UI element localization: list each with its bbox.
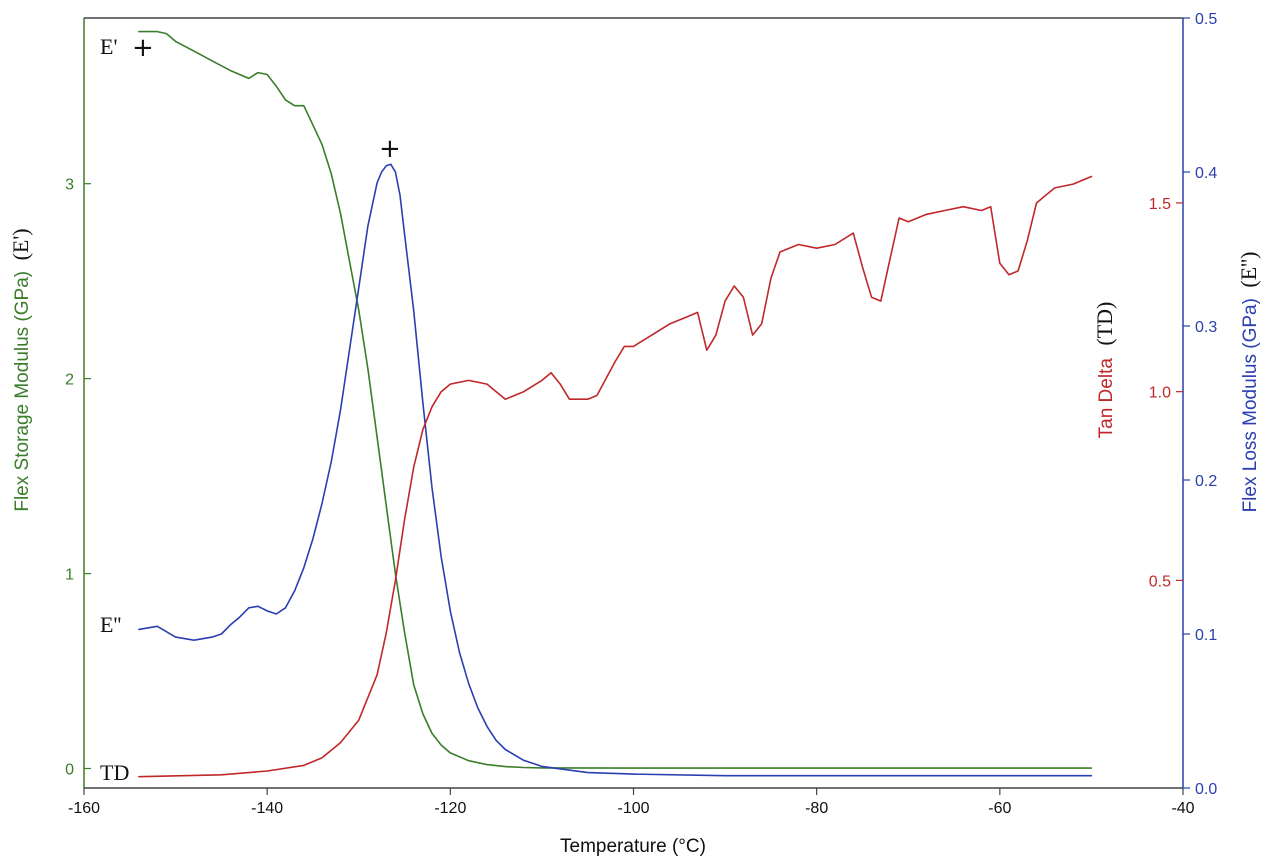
x-axis-ticks: -160 -140 -120 -100 -80 -60 -40 [68,788,1195,817]
left-axis-title: Flex Storage Modulus (GPa) (E') [8,228,33,511]
e-loss-peak-marker: + [379,134,401,164]
left-axis-title-suffix: (E') [8,228,33,260]
tan-delta-axis-title-text: Tan Delta [1096,358,1117,439]
right-tick-label: 0.2 [1195,473,1217,490]
e-loss-curve-label: E'' [100,612,121,637]
tan-delta-axis-title: Tan Delta (TD) [1092,302,1117,439]
x-tick-label: -100 [617,800,649,817]
left-tick-label: 0 [65,762,74,779]
tan-delta-axis-title-suffix: (TD) [1092,302,1117,346]
svg-text:Flex Loss Modulus (GPa): Flex Loss Modulus (GPa) (E'') [1236,252,1261,513]
right-tick-label: 0.1 [1195,627,1217,644]
e-storage-marker: + [132,33,154,63]
right-tick-label: 0.4 [1195,165,1217,182]
x-tick-label: -60 [988,800,1011,817]
plot-frame [83,17,1184,789]
series-layer [138,30,1093,778]
left-axis-ticks: 0 1 2 3 [65,177,91,779]
e-storage-curve-label: E' [100,34,117,59]
left-tick-label: 3 [65,177,74,194]
series-line-E-storage [138,30,1093,769]
right-tick-label: 0.5 [1195,11,1217,28]
left-tick-label: 2 [65,372,74,389]
left-axis-title-text: Flex Storage Modulus (GPa) [12,271,33,512]
tan-tick-label: 1.0 [1149,385,1171,402]
right-axis-title-text: Flex Loss Modulus (GPa) [1240,298,1261,512]
right-axis-title: Flex Loss Modulus (GPa) (E'') [1236,252,1261,513]
right-axis-ticks: 0.0 0.1 0.2 0.3 0.4 0.5 [1183,11,1217,798]
x-axis-title: Temperature (°C) [560,836,706,857]
right-axis-title-suffix: (E'') [1236,252,1261,288]
series-line-E-loss [138,163,1093,777]
x-tick-label: -140 [251,800,283,817]
x-tick-label: -40 [1171,800,1194,817]
series-line-tan-delta [138,175,1093,778]
tan-tick-label: 1.5 [1149,196,1171,213]
tan-tick-label: 0.5 [1149,573,1171,590]
td-curve-label: TD [100,760,129,785]
svg-text:Flex Storage Modulus (GPa): Flex Storage Modulus (GPa) (E') [8,228,33,511]
right-tick-label: 0.3 [1195,319,1217,336]
x-tick-label: -80 [805,800,828,817]
svg-text:Tan Delta (TD): Tan Delta (TD) [1092,302,1117,439]
right-tick-label: 0.0 [1195,781,1217,798]
left-tick-label: 1 [65,567,74,584]
tan-delta-axis-ticks: 0.5 1.0 1.5 [1149,196,1183,590]
x-tick-label: -160 [68,800,100,817]
x-tick-label: -120 [434,800,466,817]
